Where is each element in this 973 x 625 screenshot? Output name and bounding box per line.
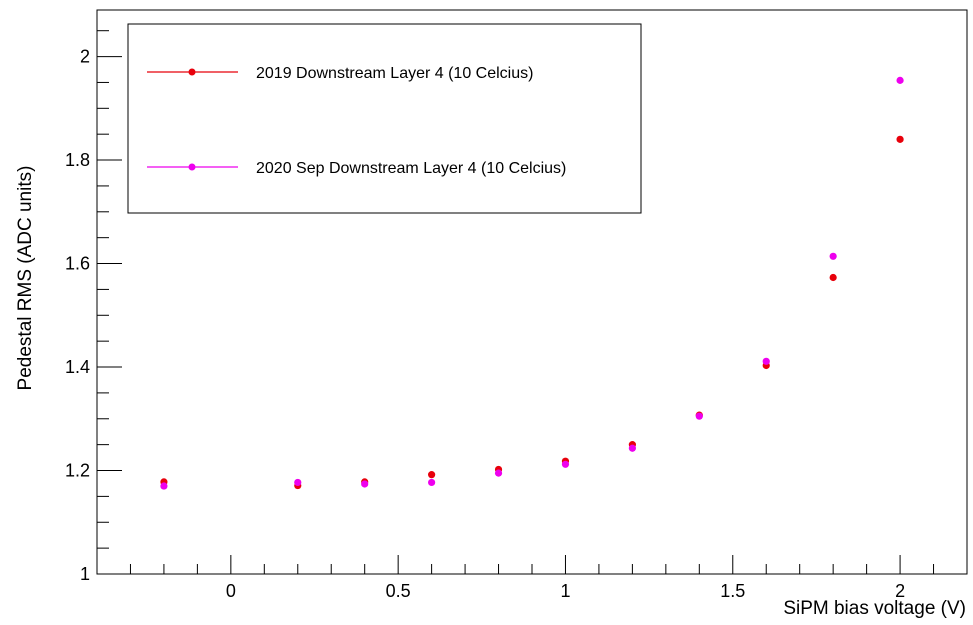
data-point: [896, 76, 904, 84]
data-point: [762, 357, 770, 365]
x-tick-label: 1.5: [720, 581, 745, 601]
data-point: [829, 273, 837, 282]
y-axis-label: Pedestal RMS (ADC units): [15, 166, 36, 391]
data-point: [628, 444, 636, 452]
x-tick-label: 1: [560, 581, 570, 601]
x-tick-label: 0: [226, 581, 236, 601]
data-point: [294, 478, 302, 487]
legend-box: [127, 23, 642, 214]
data-point: [361, 480, 369, 488]
data-point: [428, 471, 436, 479]
data-point: [695, 412, 703, 420]
series-1: [160, 76, 904, 490]
x-tick-label: 2: [895, 581, 905, 601]
legend: 2019 Downstream Layer 4 (10 Celcius) 202…: [127, 23, 642, 214]
y-tick-label: 1.6: [65, 254, 90, 274]
legend-marker-2019: [188, 68, 196, 76]
y-tick-label: 1.8: [65, 150, 90, 170]
legend-label-2019: 2019 Downstream Layer 4 (10 Celcius): [256, 65, 533, 82]
data-points: [160, 76, 904, 490]
legend-marker-2020: [188, 163, 196, 171]
axes: 0 0.5 1 1.5 2 1 1.2 1.4 1.6 1.8 2: [65, 30, 968, 601]
y-tick-label: 1.2: [65, 461, 90, 481]
data-point: [561, 460, 570, 468]
data-point: [428, 478, 436, 487]
data-point: [160, 482, 168, 490]
data-point: [829, 252, 837, 260]
data-point: [896, 135, 904, 143]
y-tick-label: 1.4: [65, 357, 90, 377]
legend-label-2020: 2020 Sep Downstream Layer 4 (10 Celcius): [256, 160, 566, 177]
y-tick-label: 2: [80, 47, 90, 67]
y-tick-label: 1: [80, 564, 90, 584]
x-axis-label: SiPM bias voltage (V): [783, 598, 966, 619]
data-point: [494, 469, 503, 477]
x-tick-label: 0.5: [386, 581, 411, 601]
